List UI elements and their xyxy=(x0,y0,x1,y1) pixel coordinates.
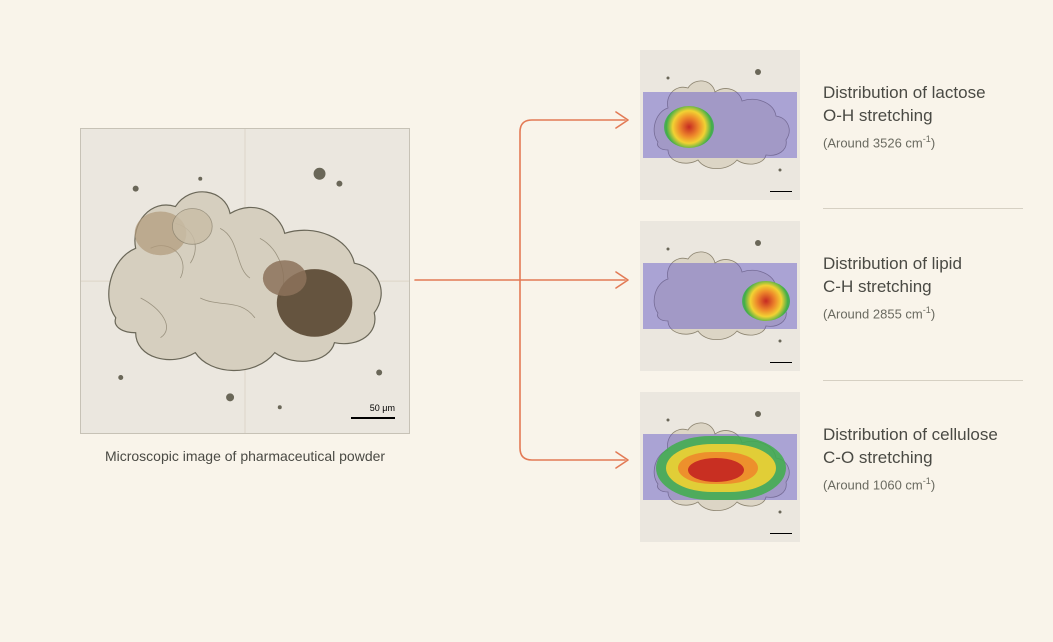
label-sub: (Around 2855 cm-1) xyxy=(823,305,1033,321)
label-line1: Distribution of lactose xyxy=(823,83,986,102)
label-cellulose: Distribution of cellulose C-O stretching… xyxy=(823,424,1033,492)
thumb-scalebar xyxy=(770,533,792,535)
main-image-caption: Microscopic image of pharmaceutical powd… xyxy=(80,448,410,464)
sub-pre: (Around xyxy=(823,135,873,150)
main-microscope-image: 50 μm xyxy=(80,128,410,434)
particle-drawing xyxy=(81,129,409,433)
hotspot-outer xyxy=(742,281,790,321)
sub-num: 1060 xyxy=(873,477,902,492)
heatmap-lipid xyxy=(640,221,800,371)
hotspot-outer xyxy=(664,106,714,148)
hotspot-full xyxy=(656,436,786,500)
label-line2: C-O stretching xyxy=(823,448,933,467)
sub-exp: -1 xyxy=(923,134,931,144)
sub-suf: ) xyxy=(931,306,935,321)
label-lipid: Distribution of lipid C-H stretching (Ar… xyxy=(823,253,1033,321)
thumb-scalebar xyxy=(770,362,792,364)
label-line1: Distribution of cellulose xyxy=(823,425,998,444)
sub-exp: -1 xyxy=(923,476,931,486)
sub-num: 3526 xyxy=(873,135,902,150)
label-sub: (Around 3526 cm-1) xyxy=(823,134,1033,150)
branch-arrows xyxy=(410,40,640,560)
label-line1: Distribution of lipid xyxy=(823,254,962,273)
label-line2: O-H stretching xyxy=(823,106,933,125)
sub-suf: ) xyxy=(931,477,935,492)
sub-pre: (Around xyxy=(823,477,873,492)
thumb-scalebar xyxy=(770,191,792,193)
heatmap-lactose xyxy=(640,50,800,200)
heatmap-cellulose xyxy=(640,392,800,542)
label-lactose: Distribution of lactose O-H stretching (… xyxy=(823,82,1033,150)
sub-unit: cm xyxy=(905,135,922,150)
divider xyxy=(823,208,1023,209)
scale-bar xyxy=(351,417,395,419)
sub-suf: ) xyxy=(931,135,935,150)
sub-pre: (Around xyxy=(823,306,873,321)
sub-num: 2855 xyxy=(873,306,902,321)
sub-exp: -1 xyxy=(923,305,931,315)
sub-unit: cm xyxy=(905,306,922,321)
infographic-stage: 50 μm Microscopic image of pharmaceutica… xyxy=(0,0,1053,642)
scale-bar-label: 50 μm xyxy=(370,403,395,413)
divider xyxy=(823,380,1023,381)
label-sub: (Around 1060 cm-1) xyxy=(823,476,1033,492)
sub-unit: cm xyxy=(905,477,922,492)
label-line2: C-H stretching xyxy=(823,277,932,296)
